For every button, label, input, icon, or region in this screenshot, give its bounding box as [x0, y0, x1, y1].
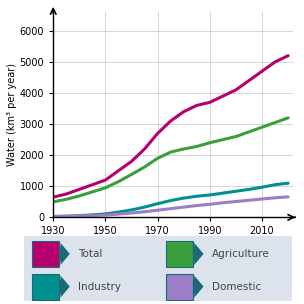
FancyArrow shape: [59, 243, 70, 265]
X-axis label: Year: Year: [160, 240, 187, 254]
Bar: [166, 241, 193, 267]
Bar: [32, 274, 59, 300]
Text: Agriculture: Agriculture: [212, 249, 269, 259]
Bar: [32, 241, 59, 267]
Bar: [166, 274, 193, 300]
FancyArrow shape: [193, 243, 204, 265]
Text: Total: Total: [78, 249, 102, 259]
FancyArrow shape: [193, 275, 204, 298]
Bar: [32, 274, 59, 300]
Bar: [166, 274, 193, 300]
Text: Industry: Industry: [78, 282, 121, 292]
Y-axis label: Water (km³ per year): Water (km³ per year): [7, 63, 17, 166]
Text: Domestic: Domestic: [212, 282, 261, 292]
Bar: [32, 241, 59, 267]
Bar: [166, 241, 193, 267]
FancyArrow shape: [59, 275, 70, 298]
